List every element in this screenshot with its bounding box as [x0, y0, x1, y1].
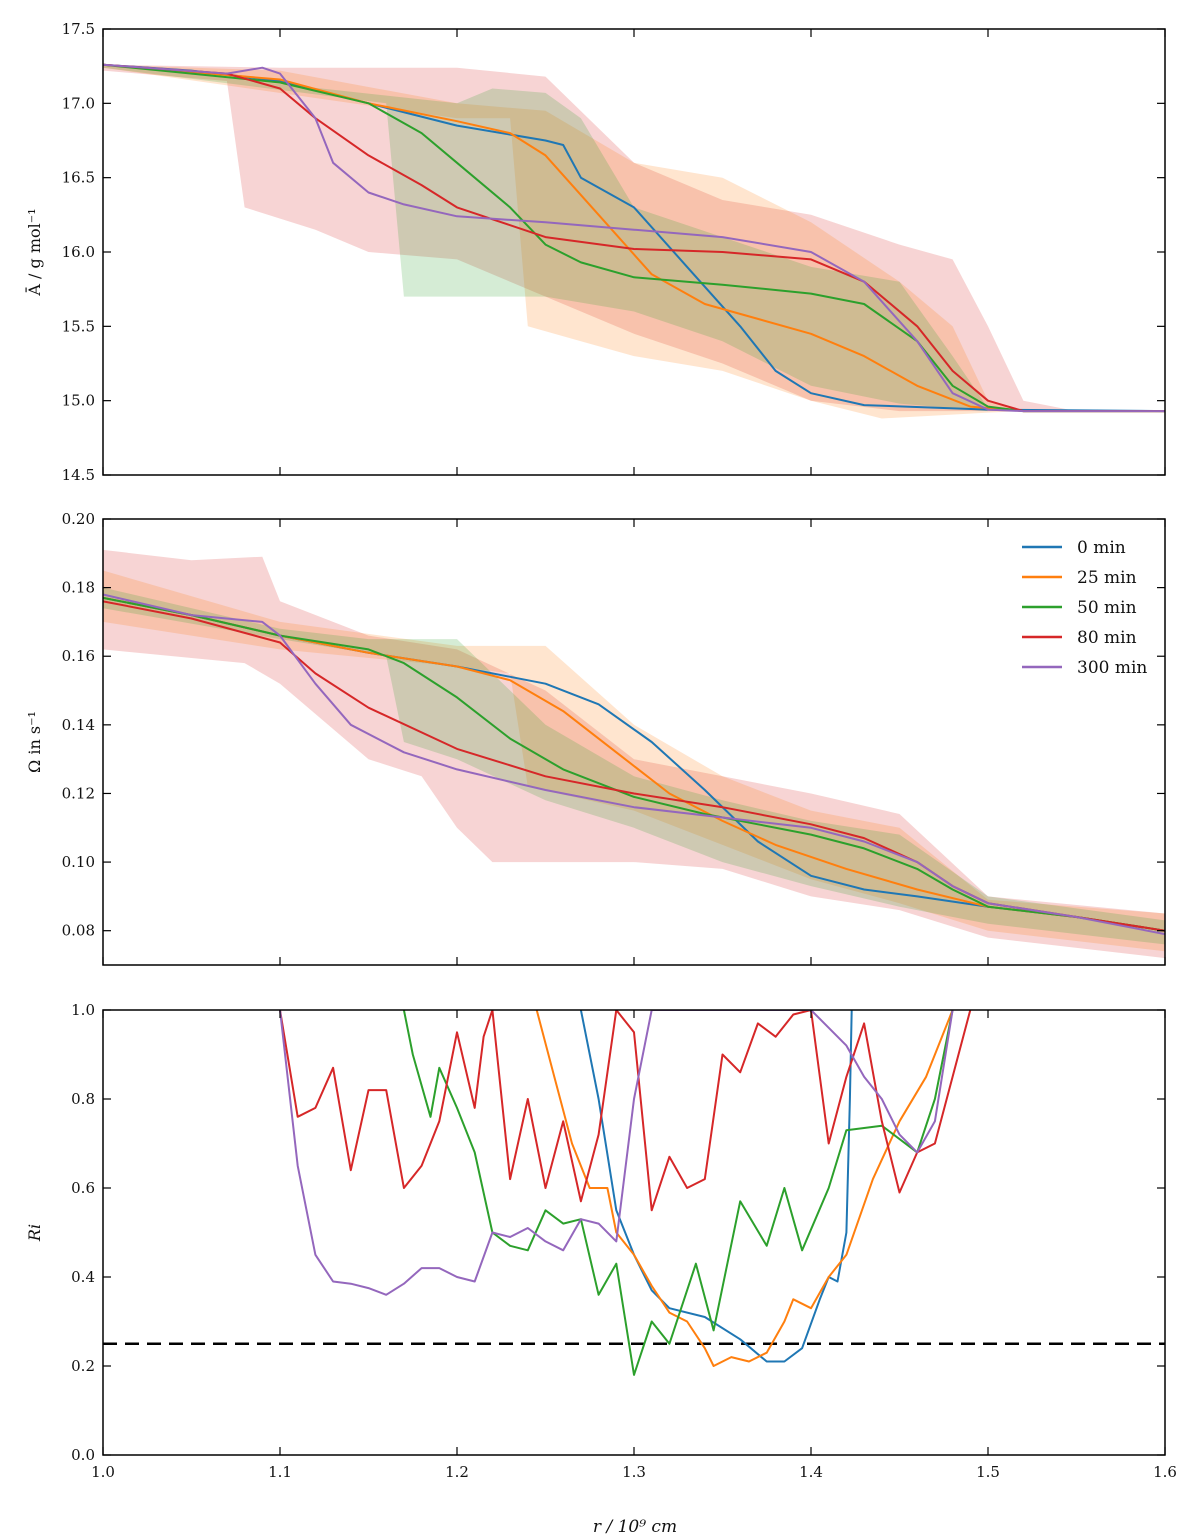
series-line-300-min — [279, 1010, 954, 1296]
x-tick-label: 1.4 — [799, 1463, 823, 1481]
x-tick-label: 1.2 — [445, 1463, 469, 1481]
y-tick-label: 0.20 — [62, 510, 95, 528]
band-25-min — [103, 64, 1024, 419]
plot-area — [103, 63, 1165, 419]
legend-label-80-min: 80 min — [1077, 628, 1137, 648]
axes-frame — [102, 1009, 1166, 1456]
y-tick-label: 16.5 — [62, 169, 95, 187]
x-tick-label: 1.0 — [91, 1463, 115, 1481]
x-tick-label: 1.1 — [268, 1463, 292, 1481]
y-tick-label: 0.10 — [62, 853, 95, 871]
legend-label-0-min: 0 min — [1077, 538, 1126, 558]
y-tick-label: 0.6 — [71, 1179, 95, 1197]
panel-top: 14.5 15.0 15.5 16.0 16.5 17.0 17.5 Ā / g mol⁻¹ — [24, 20, 1166, 484]
series-line-50-min — [103, 63, 1165, 413]
y-tick-label: 17.5 — [62, 20, 95, 38]
series-line-80-min — [279, 1010, 972, 1212]
series-line-300-min — [103, 63, 1165, 413]
plot-area — [103, 549, 1165, 959]
y-axis-label: Ri — [25, 1224, 44, 1242]
y-tick-label: 15.0 — [62, 392, 95, 410]
y-axis-label: Ω in s⁻¹ — [25, 711, 44, 773]
y-tick-label: 0.2 — [71, 1357, 95, 1375]
y-tick-label: 1.0 — [71, 1001, 95, 1019]
plot-area — [103, 1010, 1165, 1376]
x-tick-label: 1.3 — [622, 1463, 646, 1481]
y-tick-label: 0.14 — [62, 716, 95, 734]
panel-middle: 0.08 0.10 0.12 0.14 0.16 0.18 0.20 Ω in s⁻¹ 0 mi… — [25, 510, 1166, 966]
series-line-0-min — [579, 1010, 853, 1363]
x-tick-label: 1.5 — [976, 1463, 1000, 1481]
panel-bottom: 1.0 1.1 1.2 1.3 1.4 1.5 1.6 0.0 0.2 0.4 0.6 0.8 1.0 R… — [25, 1001, 1177, 1481]
y-tick-label: 15.5 — [62, 317, 95, 335]
y-tick-label: 14.5 — [62, 466, 95, 484]
y-tick-label: 16.0 — [62, 243, 95, 261]
y-tick-label: 17.0 — [62, 94, 95, 112]
y-tick-label: 0.18 — [62, 579, 95, 597]
legend-label-25-min: 25 min — [1077, 568, 1137, 588]
series-line-25-min — [103, 596, 1165, 932]
x-tick-label: 1.6 — [1153, 1463, 1177, 1481]
y-tick-label: 0.0 — [71, 1446, 95, 1464]
y-tick-label: 0.12 — [62, 784, 95, 802]
y-tick-label: 0.8 — [71, 1090, 95, 1108]
series-line-50-min — [402, 1010, 954, 1376]
legend-label-300-min: 300 min — [1077, 658, 1147, 678]
legend: 0 min 25 min 50 min 80 min 300 min — [1022, 538, 1147, 678]
y-tick-label: 0.08 — [62, 922, 95, 940]
series-line-50-min — [103, 596, 1165, 932]
series-line-300-min — [103, 593, 1165, 936]
series-line-25-min — [103, 63, 1165, 413]
band-80-min — [103, 64, 1077, 412]
series-line-25-min — [535, 1010, 954, 1367]
legend-label-50-min: 50 min — [1077, 598, 1137, 618]
x-axis-label: r / 10⁹ cm — [593, 1517, 677, 1537]
series-line-80-min — [103, 63, 1165, 413]
y-tick-label: 0.16 — [62, 647, 95, 665]
y-axis-label: Ā / g mol⁻¹ — [24, 208, 44, 296]
y-tick-label: 0.4 — [71, 1268, 95, 1286]
